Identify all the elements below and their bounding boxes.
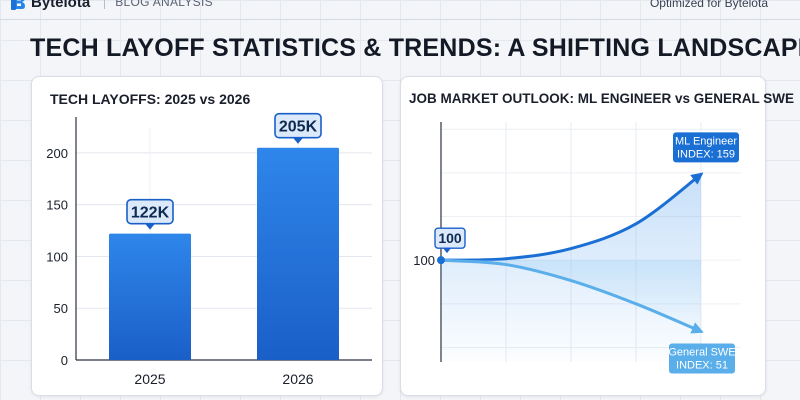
data-label: 205K xyxy=(279,119,318,136)
job-market-chart-title: JOB MARKET OUTLOOK: ML ENGINEER vs GENER… xyxy=(409,91,795,106)
data-label-pointer xyxy=(293,137,303,144)
general-swe-area xyxy=(441,260,701,332)
bar-2025 xyxy=(109,233,191,360)
x-tick-label: 2026 xyxy=(282,371,313,387)
y-tick-label: 100 xyxy=(46,249,68,264)
ml-engineer-label-name: ML Engineer xyxy=(675,135,737,147)
brand-divider xyxy=(104,0,106,9)
x-tick-label: 2025 xyxy=(134,371,165,387)
start-point xyxy=(437,256,445,265)
y-tick-label: 50 xyxy=(54,301,68,316)
start-label: 100 xyxy=(438,230,462,246)
ml-engineer-line xyxy=(439,172,703,262)
layoffs-chart-card: TECH LAYOFFS: 2025 vs 2026 0 50 100 150 200 2… xyxy=(31,76,383,396)
y-tick-label: 200 xyxy=(46,146,68,161)
brand-name: Bytelota xyxy=(31,0,91,11)
brand-tag: BLOG ANALYSIS xyxy=(115,0,213,9)
layoffs-bar-chart: 0 50 100 150 200 2025 122K 2026 205K xyxy=(46,112,372,387)
general-swe-label-name: General SWE xyxy=(668,346,735,358)
ml-engineer-label-box xyxy=(673,132,739,163)
data-label: 122K xyxy=(131,205,170,222)
ml-engineer-label-index: INDEX: 159 xyxy=(677,148,735,160)
general-swe-line xyxy=(439,258,703,333)
layoffs-chart-title: TECH LAYOFFS: 2025 vs 2026 xyxy=(50,91,251,107)
y-tick-label: 150 xyxy=(46,198,68,213)
ml-engineer-arrowhead xyxy=(690,172,704,185)
job-market-chart-card: JOB MARKET OUTLOOK: ML ENGINEER vs GENER… xyxy=(400,76,794,396)
general-swe-arrowhead xyxy=(690,322,704,334)
top-bar: Bytelota BLOG ANALYSIS Optimized for Byt… xyxy=(0,0,800,20)
start-label-pointer xyxy=(443,248,451,254)
bar-2026 xyxy=(257,147,339,360)
bytelota-logo-icon xyxy=(10,0,26,11)
general-swe-label-box xyxy=(669,343,735,374)
optimized-for-note: Optimized for Bytelota xyxy=(649,0,768,10)
data-label-pointer xyxy=(145,223,155,230)
y-tick-label: 100 xyxy=(413,253,435,268)
general-swe-label-index: INDEX: 51 xyxy=(676,359,728,371)
y-tick-label: 0 xyxy=(61,353,68,368)
page-title: TECH LAYOFF STATISTICS & TRENDS: A SHIFT… xyxy=(30,34,800,62)
brand[interactable]: Bytelota BLOG ANALYSIS xyxy=(10,0,213,11)
